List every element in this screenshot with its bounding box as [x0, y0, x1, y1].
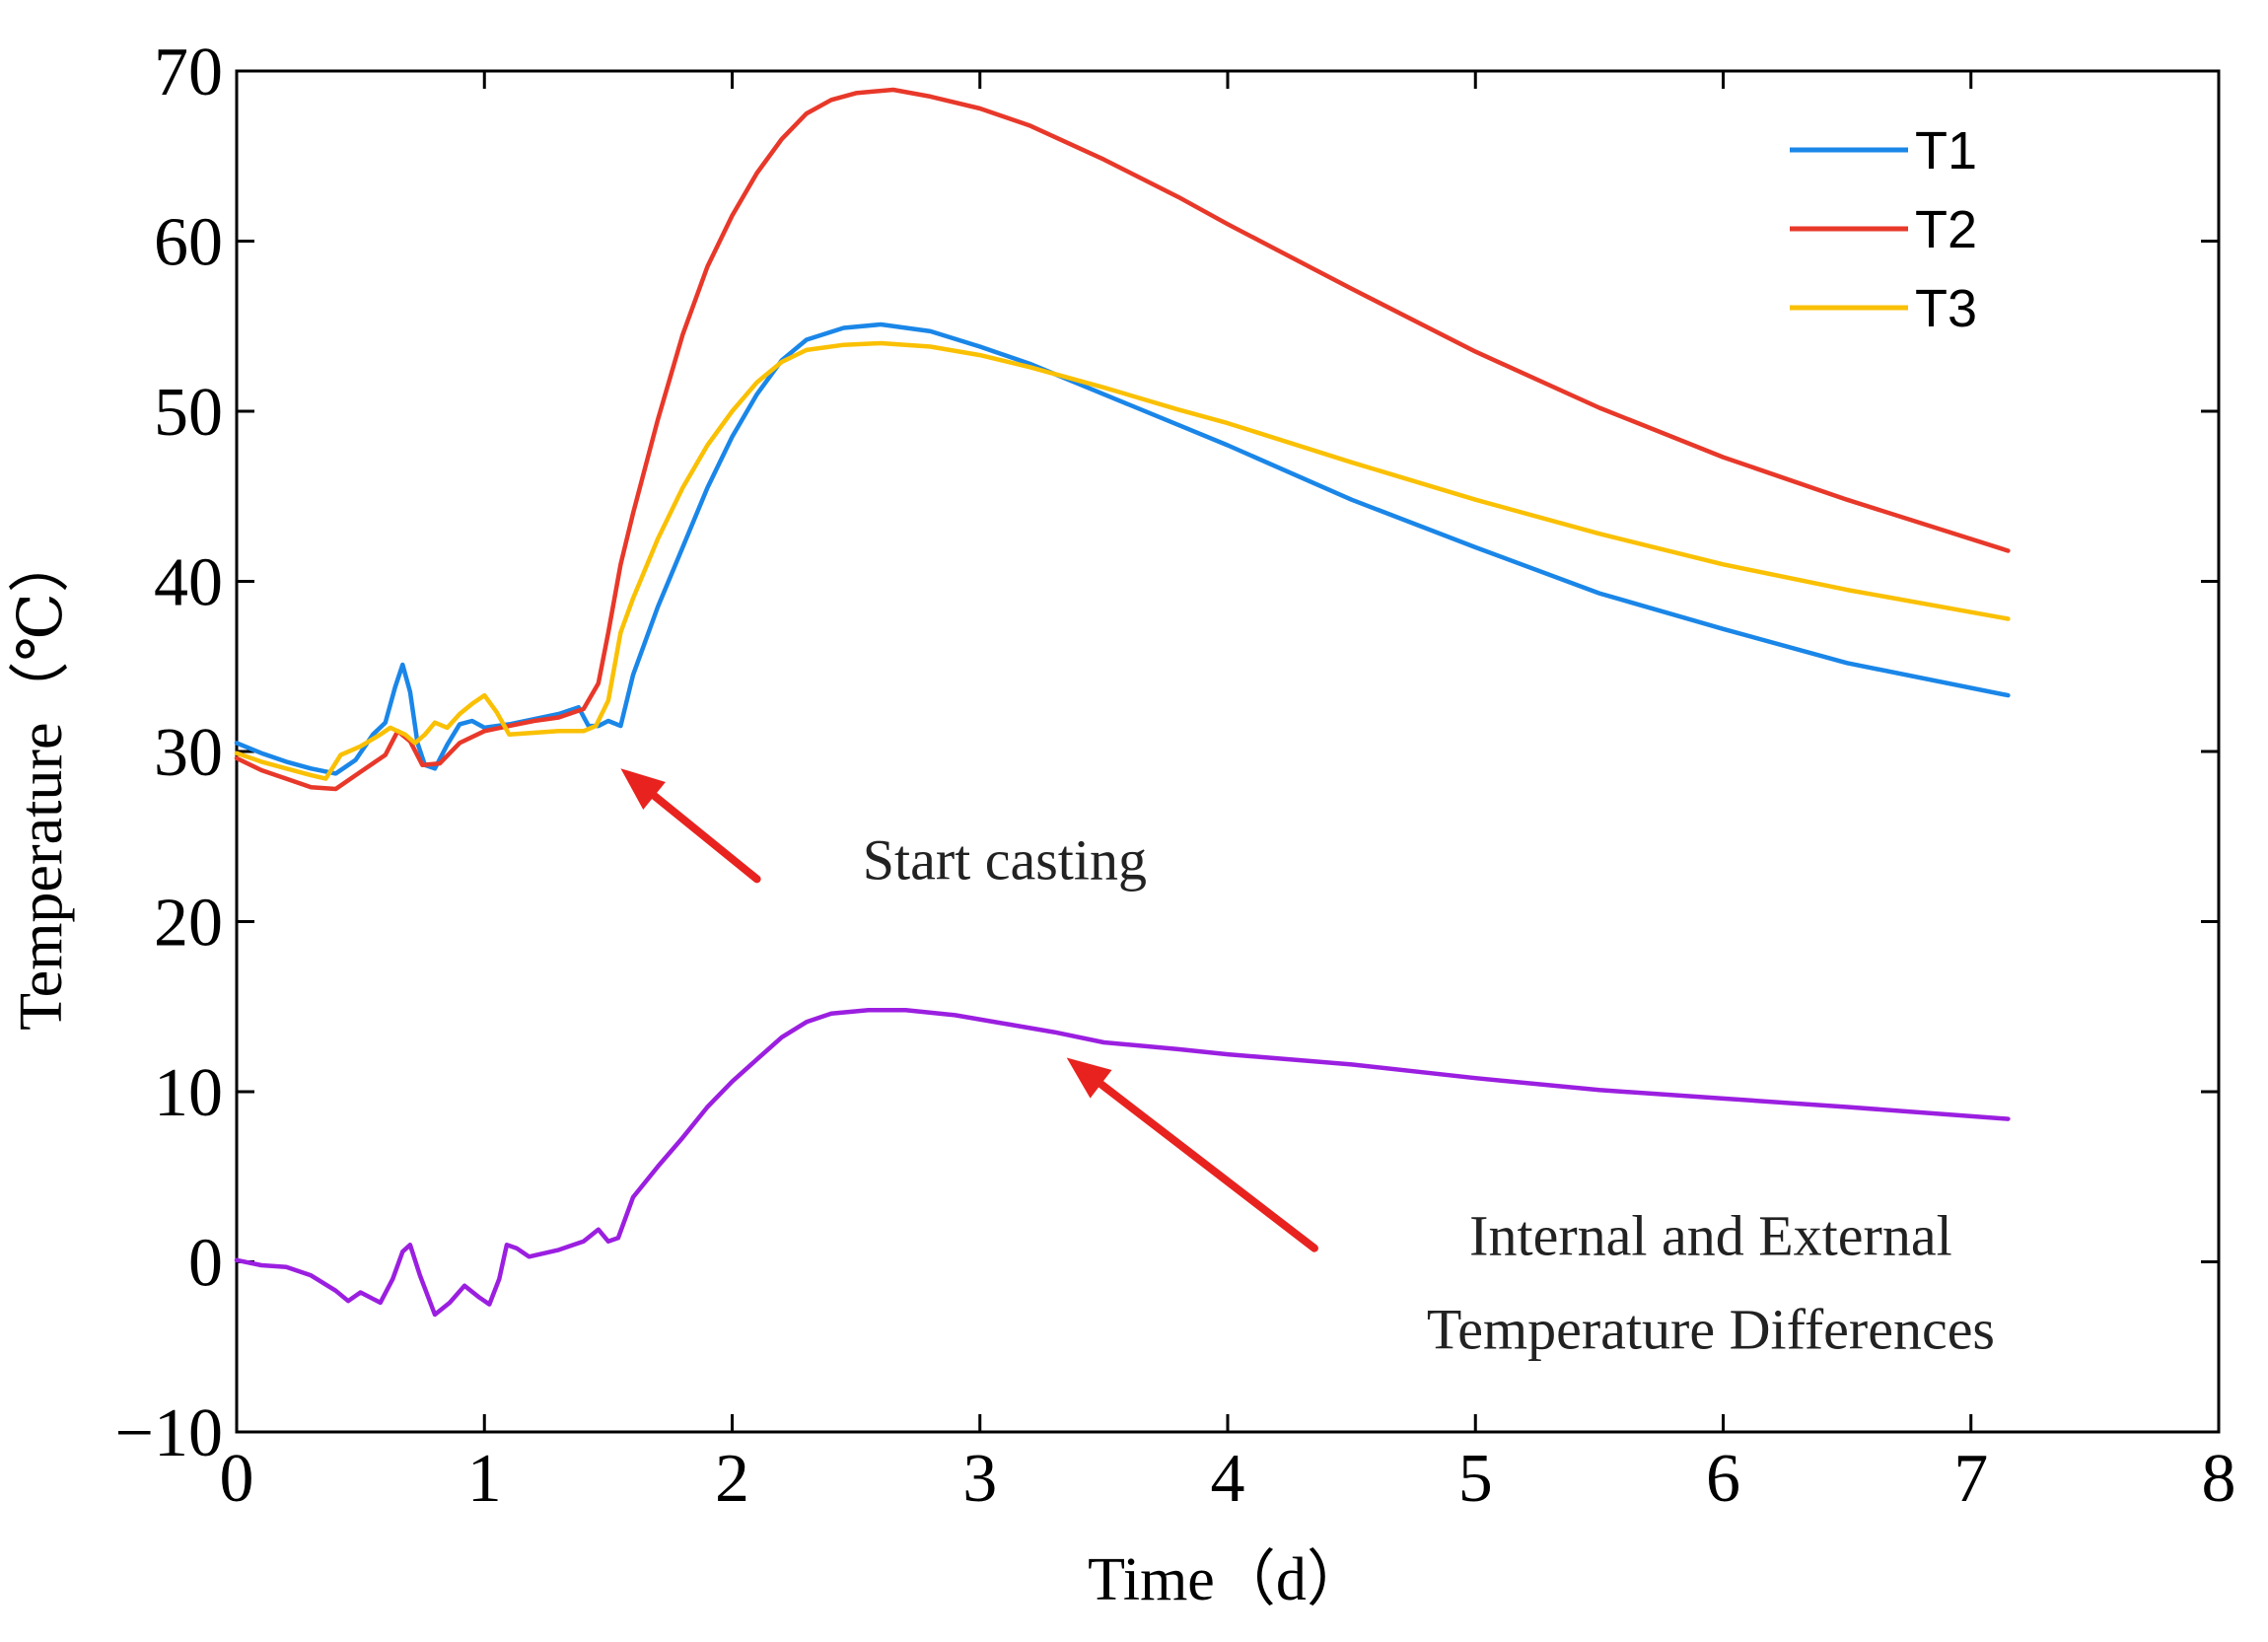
annotation-arrow-head [1066, 1057, 1112, 1099]
series-line-t3 [234, 340, 2011, 781]
y-tick-label: 50 [154, 375, 223, 451]
x-tick-label: 5 [1458, 1441, 1493, 1517]
x-tick-label: 4 [1211, 1441, 1245, 1517]
y-tick-label: 60 [154, 205, 223, 281]
annotation-arrow-head [620, 768, 666, 810]
y-tick-label: 0 [188, 1226, 223, 1302]
y-tick-label: 20 [154, 886, 223, 962]
legend-label-t3: T3 [1915, 279, 1977, 338]
y-axis-title: Temperature（℃） [8, 532, 75, 1031]
x-axis-title: Time（d） [1088, 1546, 1368, 1613]
y-tick-label: 30 [154, 715, 223, 791]
legend-label-t2: T2 [1915, 200, 1977, 259]
y-tick-label: −10 [115, 1395, 223, 1471]
x-tick-label: 8 [2202, 1441, 2236, 1517]
series-line-t2 [234, 87, 2011, 792]
legend-label-t1: T1 [1915, 121, 1977, 180]
series-group [234, 87, 2011, 1318]
x-tick-label: 7 [1953, 1441, 1988, 1517]
y-tick-label: 10 [154, 1055, 223, 1131]
series-line-temperature-difference [234, 1007, 2011, 1318]
y-tick-label: 40 [154, 545, 223, 621]
x-tick-label: 0 [220, 1441, 254, 1517]
legend: T1 T2 T3 [1790, 121, 1977, 338]
x-tick-label: 6 [1706, 1441, 1740, 1517]
annotation-arrow-shaft [1097, 1080, 1318, 1252]
y-tick-label: 70 [154, 35, 223, 110]
annotations-group: Start casting Internal and External Temper… [620, 768, 1995, 1362]
annotation-label-start-casting: Start casting [863, 827, 1147, 892]
annotation-label-temp-difference: Internal and External [1469, 1204, 1952, 1268]
x-tick-label: 2 [715, 1441, 749, 1517]
annotation-label-temp-difference: Temperature Differences [1427, 1298, 1995, 1362]
annotation-arrow-shaft [650, 791, 761, 884]
x-tick-label: 3 [962, 1441, 997, 1517]
x-tick-label: 1 [467, 1441, 502, 1517]
